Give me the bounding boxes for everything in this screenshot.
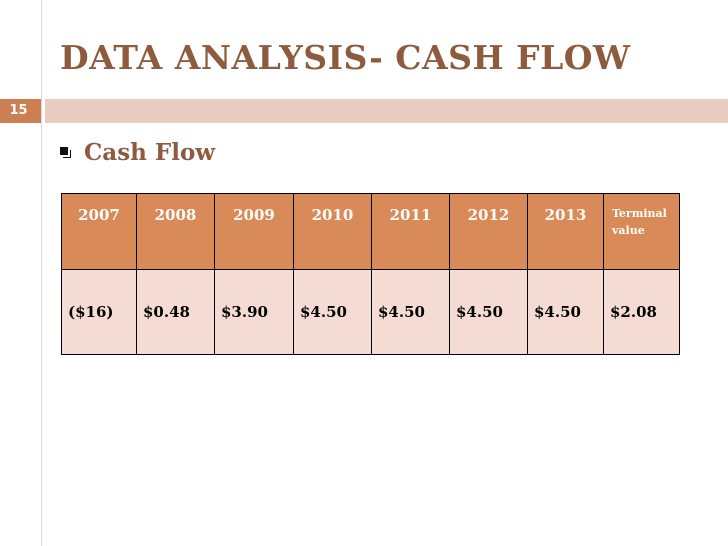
header-cell: 2013 (528, 194, 604, 270)
left-divider-line (41, 0, 42, 546)
header-cell: 2011 (372, 194, 450, 270)
header-cell: 2010 (294, 194, 372, 270)
header-cell: 2007 (62, 194, 137, 270)
value-cell: $2.08 (604, 270, 680, 355)
header-cell-terminal: Terminal value (604, 194, 680, 270)
bullet-item: Cash Flow (60, 137, 215, 167)
value-cell: $0.48 (137, 270, 215, 355)
page-number-badge: 15 (0, 99, 41, 123)
value-cell: $3.90 (215, 270, 294, 355)
value-cell: $4.50 (528, 270, 604, 355)
table-value-row: ($16) $0.48 $3.90 $4.50 $4.50 $4.50 $4.5… (62, 270, 680, 355)
header-cell: 2012 (450, 194, 528, 270)
value-cell: $4.50 (450, 270, 528, 355)
square-bullet-icon (60, 147, 71, 158)
value-cell: ($16) (62, 270, 137, 355)
header-cell: 2009 (215, 194, 294, 270)
bullet-text: Cash Flow (84, 139, 215, 166)
page-number: 15 (0, 99, 37, 123)
header-cell: 2008 (137, 194, 215, 270)
table-header-row: 2007 2008 2009 2010 2011 2012 2013 Termi… (62, 194, 680, 270)
title-accent-bar (45, 99, 728, 123)
terminal-label-line2: value (612, 224, 645, 237)
slide-title: DATA ANALYSIS- CASH FLOW (60, 38, 631, 77)
terminal-label-line1: Terminal (612, 207, 667, 220)
value-cell: $4.50 (294, 270, 372, 355)
cash-flow-table: 2007 2008 2009 2010 2011 2012 2013 Termi… (61, 193, 680, 355)
value-cell: $4.50 (372, 270, 450, 355)
